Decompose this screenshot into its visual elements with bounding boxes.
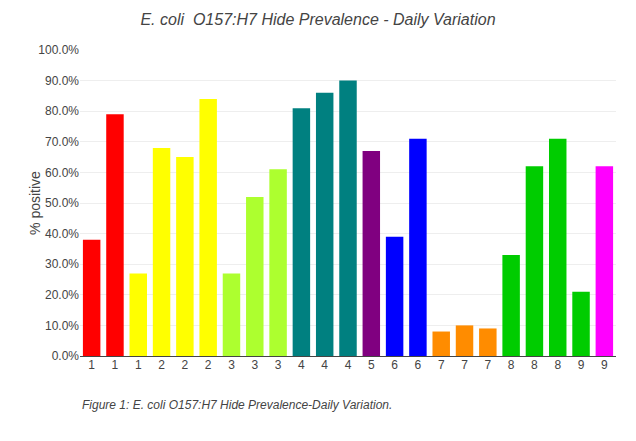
svg-text:0.0%: 0.0% [52, 349, 80, 363]
svg-text:4: 4 [321, 358, 328, 372]
svg-text:Figure 1: E. coli O157:H7 Hide: Figure 1: E. coli O157:H7 Hide Prevalenc… [82, 398, 392, 412]
svg-text:2: 2 [158, 358, 165, 372]
svg-text:4: 4 [298, 358, 305, 372]
svg-text:5: 5 [368, 358, 375, 372]
svg-text:% positive: % positive [27, 171, 43, 235]
svg-text:7: 7 [461, 358, 468, 372]
svg-text:7: 7 [484, 358, 491, 372]
svg-text:20.0%: 20.0% [45, 288, 79, 302]
svg-text:3: 3 [251, 358, 258, 372]
svg-text:9: 9 [578, 358, 585, 372]
svg-text:3: 3 [228, 358, 235, 372]
svg-text:6: 6 [415, 358, 422, 372]
svg-text:7: 7 [438, 358, 445, 372]
svg-text:2: 2 [182, 358, 189, 372]
svg-text:1: 1 [88, 358, 95, 372]
svg-text:3: 3 [275, 358, 282, 372]
svg-text:70.0%: 70.0% [45, 135, 79, 149]
svg-text:80.0%: 80.0% [45, 104, 79, 118]
svg-text:40.0%: 40.0% [45, 227, 79, 241]
svg-text:60.0%: 60.0% [45, 166, 79, 180]
svg-text:E. coli O157:H7 Hide Prevalen: E. coli O157:H7 Hide Prevalence - Daily … [140, 11, 495, 28]
svg-text:8: 8 [554, 358, 561, 372]
svg-text:90.0%: 90.0% [45, 74, 79, 88]
svg-text:50.0%: 50.0% [45, 196, 79, 210]
svg-text:30.0%: 30.0% [45, 257, 79, 271]
svg-text:100.0%: 100.0% [38, 43, 79, 57]
svg-text:1: 1 [112, 358, 119, 372]
svg-text:8: 8 [531, 358, 538, 372]
svg-text:2: 2 [205, 358, 212, 372]
svg-text:1: 1 [135, 358, 142, 372]
svg-text:4: 4 [345, 358, 352, 372]
svg-text:9: 9 [601, 358, 608, 372]
svg-text:8: 8 [508, 358, 515, 372]
svg-text:6: 6 [391, 358, 398, 372]
svg-text:10.0%: 10.0% [45, 319, 79, 333]
